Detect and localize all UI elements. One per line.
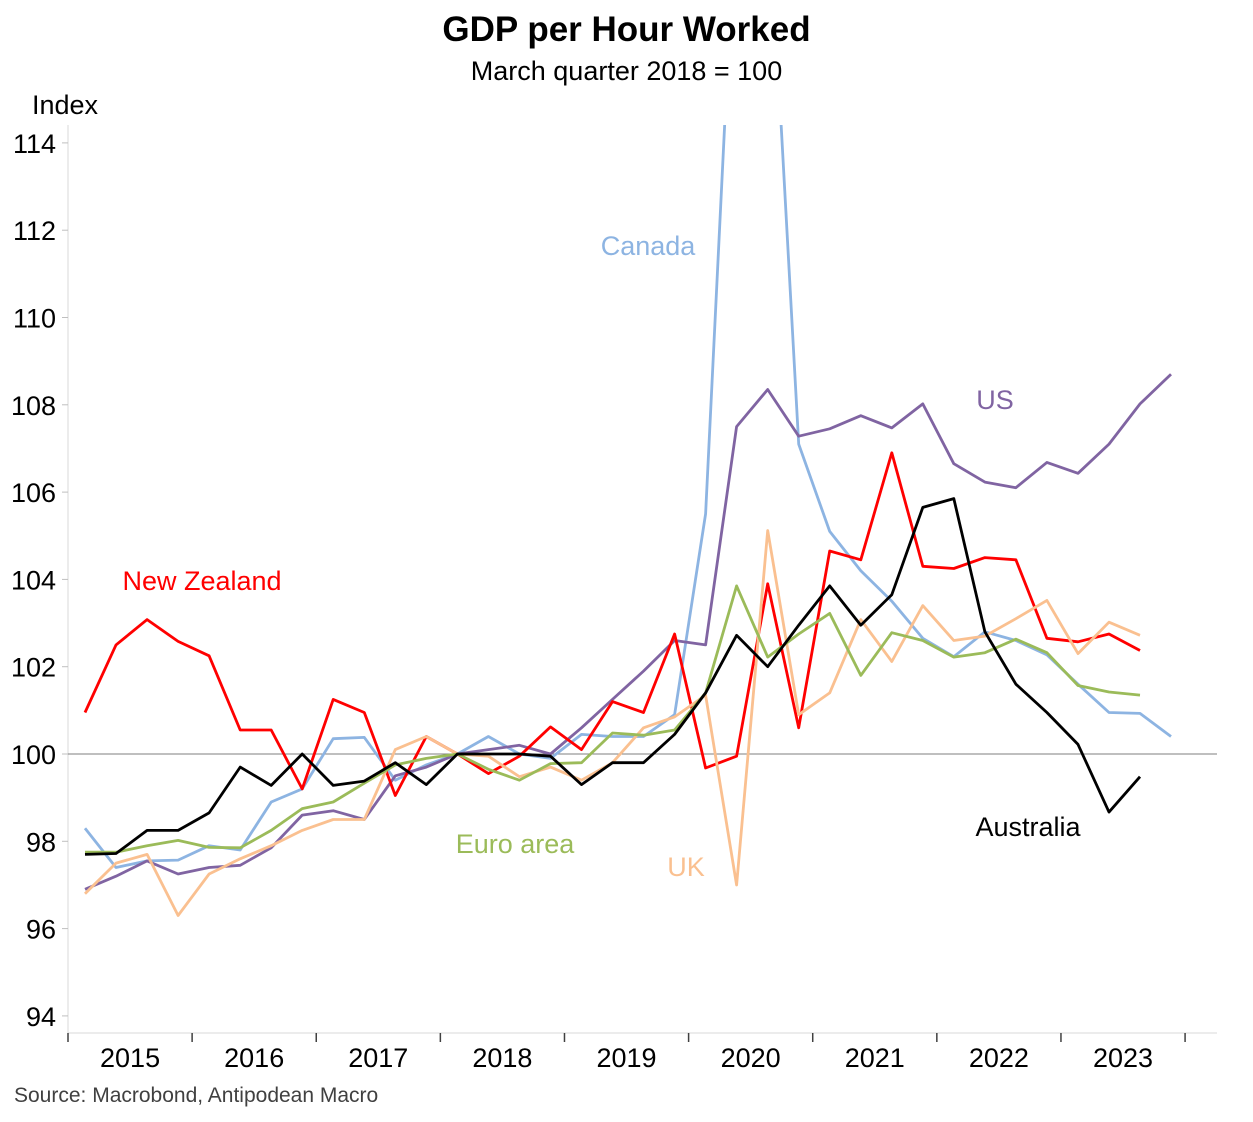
y-tick-label: 100 (11, 740, 56, 770)
y-tick-label: 94 (26, 1002, 56, 1032)
series-labels: Canada US New Zealand UK Euro area Australia (122, 231, 1081, 882)
x-tick-label: 2023 (1093, 1043, 1153, 1073)
series-line-euro-area (85, 584, 1141, 854)
x-tick-label: 2020 (721, 1043, 781, 1073)
chart-subtitle: March quarter 2018 = 100 (470, 56, 783, 86)
y-tick-label: 104 (11, 565, 56, 595)
x-tick-label: 2022 (969, 1043, 1029, 1073)
y-tick-label: 96 (26, 915, 56, 945)
x-tick-label: 2016 (224, 1043, 284, 1073)
y-tick-label: 102 (11, 653, 56, 683)
x-tick-label: 2017 (348, 1043, 408, 1073)
series-line-canada (83, 125, 1172, 869)
x-tick-label: 2015 (100, 1043, 160, 1073)
series-label-new-zealand: New Zealand (122, 566, 281, 596)
y-tick-label: 108 (11, 391, 56, 421)
series-label-euro-area: Euro area (456, 829, 576, 859)
series-label-canada: Canada (601, 231, 697, 261)
series-line-new-zealand (83, 451, 1141, 797)
series-line-australia (84, 497, 1142, 856)
series-label-uk: UK (667, 852, 705, 882)
y-tick-label: 98 (26, 827, 56, 857)
x-tick-label: 2018 (472, 1043, 532, 1073)
y-tick-label: 114 (13, 129, 56, 159)
series-line-us (84, 373, 1172, 891)
x-tick-label: 2019 (597, 1043, 657, 1073)
x-tick-label: 2021 (845, 1043, 905, 1073)
axes: 94 96 98 100 102 104 106 108 110 112 114 2015 2016 20… (11, 125, 1217, 1073)
chart-title: GDP per Hour Worked (442, 10, 811, 49)
y-tick-label: 110 (13, 304, 56, 334)
series-label-us: US (976, 385, 1014, 415)
y-axis-label: Index (32, 90, 99, 120)
y-tick-label: 112 (13, 216, 56, 246)
series-lines (83, 125, 1172, 917)
source-note: Source: Macrobond, Antipodean Macro (14, 1084, 379, 1107)
series-label-australia: Australia (975, 812, 1081, 842)
y-tick-label: 106 (11, 478, 56, 508)
